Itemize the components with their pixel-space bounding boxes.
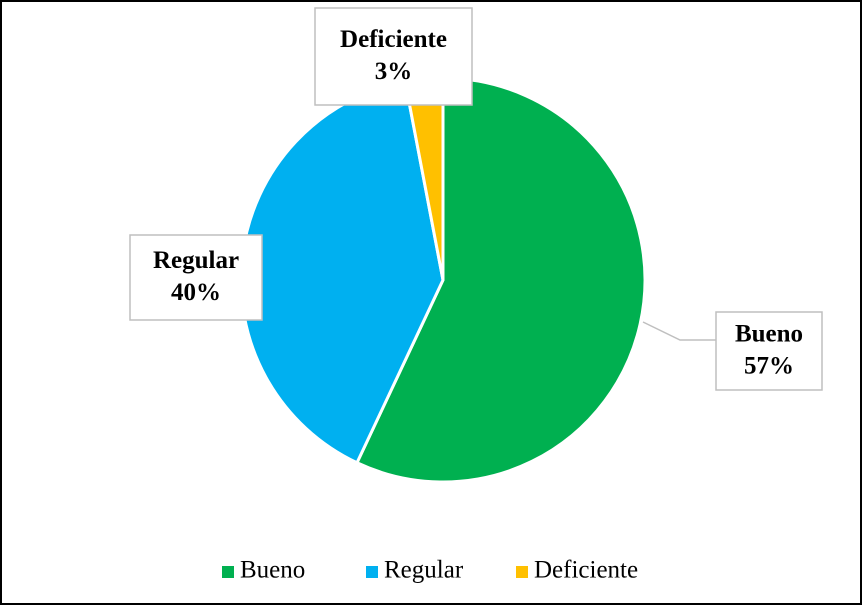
label-box: [129, 234, 263, 321]
legend-label: Bueno: [240, 557, 305, 584]
pie-slice: [354, 76, 647, 484]
label-box: [715, 311, 823, 391]
legend-label: Deficiente: [534, 557, 638, 584]
data-label-value: 40%: [171, 279, 221, 306]
data-label-name: Regular: [153, 247, 239, 274]
legend-swatch: [516, 566, 528, 578]
legend-swatch: [222, 566, 234, 578]
legend-label: Regular: [384, 557, 464, 584]
data-label-value: 57%: [744, 353, 794, 380]
data-label-name: Bueno: [735, 321, 803, 348]
leader-line: [642, 321, 716, 341]
data-label-name: Deficiente: [340, 26, 447, 53]
label-box: [314, 7, 473, 106]
legend-swatch: [366, 566, 378, 578]
data-label-value: 3%: [375, 58, 413, 85]
